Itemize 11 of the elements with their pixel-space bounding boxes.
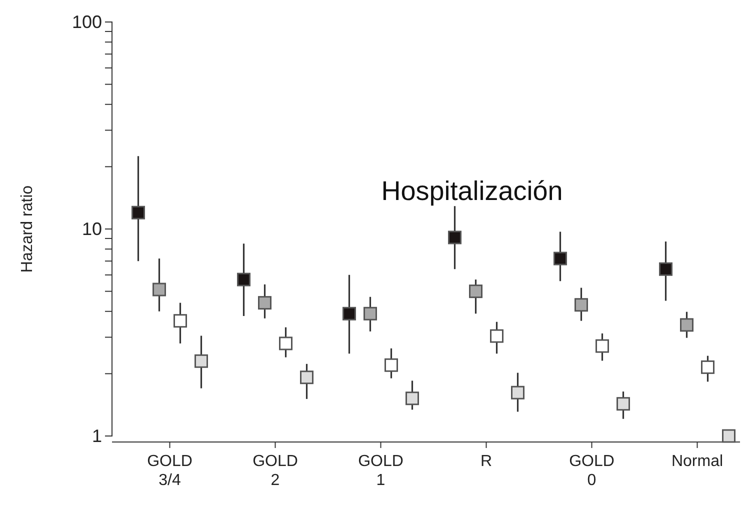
x-tick-label: Normal: [671, 453, 724, 470]
x-tick-label: GOLD 2: [252, 453, 298, 489]
y-tick-label: 1: [92, 426, 102, 446]
y-tick-label: 100: [72, 12, 102, 32]
x-tick-label: GOLD 1: [358, 453, 404, 489]
y-axis-title: Hazard ratio: [19, 185, 36, 273]
text: Hospitalización: [381, 176, 563, 206]
y-tick-label: 10: [82, 218, 102, 239]
x-tick-label: GOLD 3/4: [147, 453, 192, 489]
x-tick-label: GOLD 0: [569, 453, 614, 489]
x-tick-label: R: [480, 453, 492, 470]
